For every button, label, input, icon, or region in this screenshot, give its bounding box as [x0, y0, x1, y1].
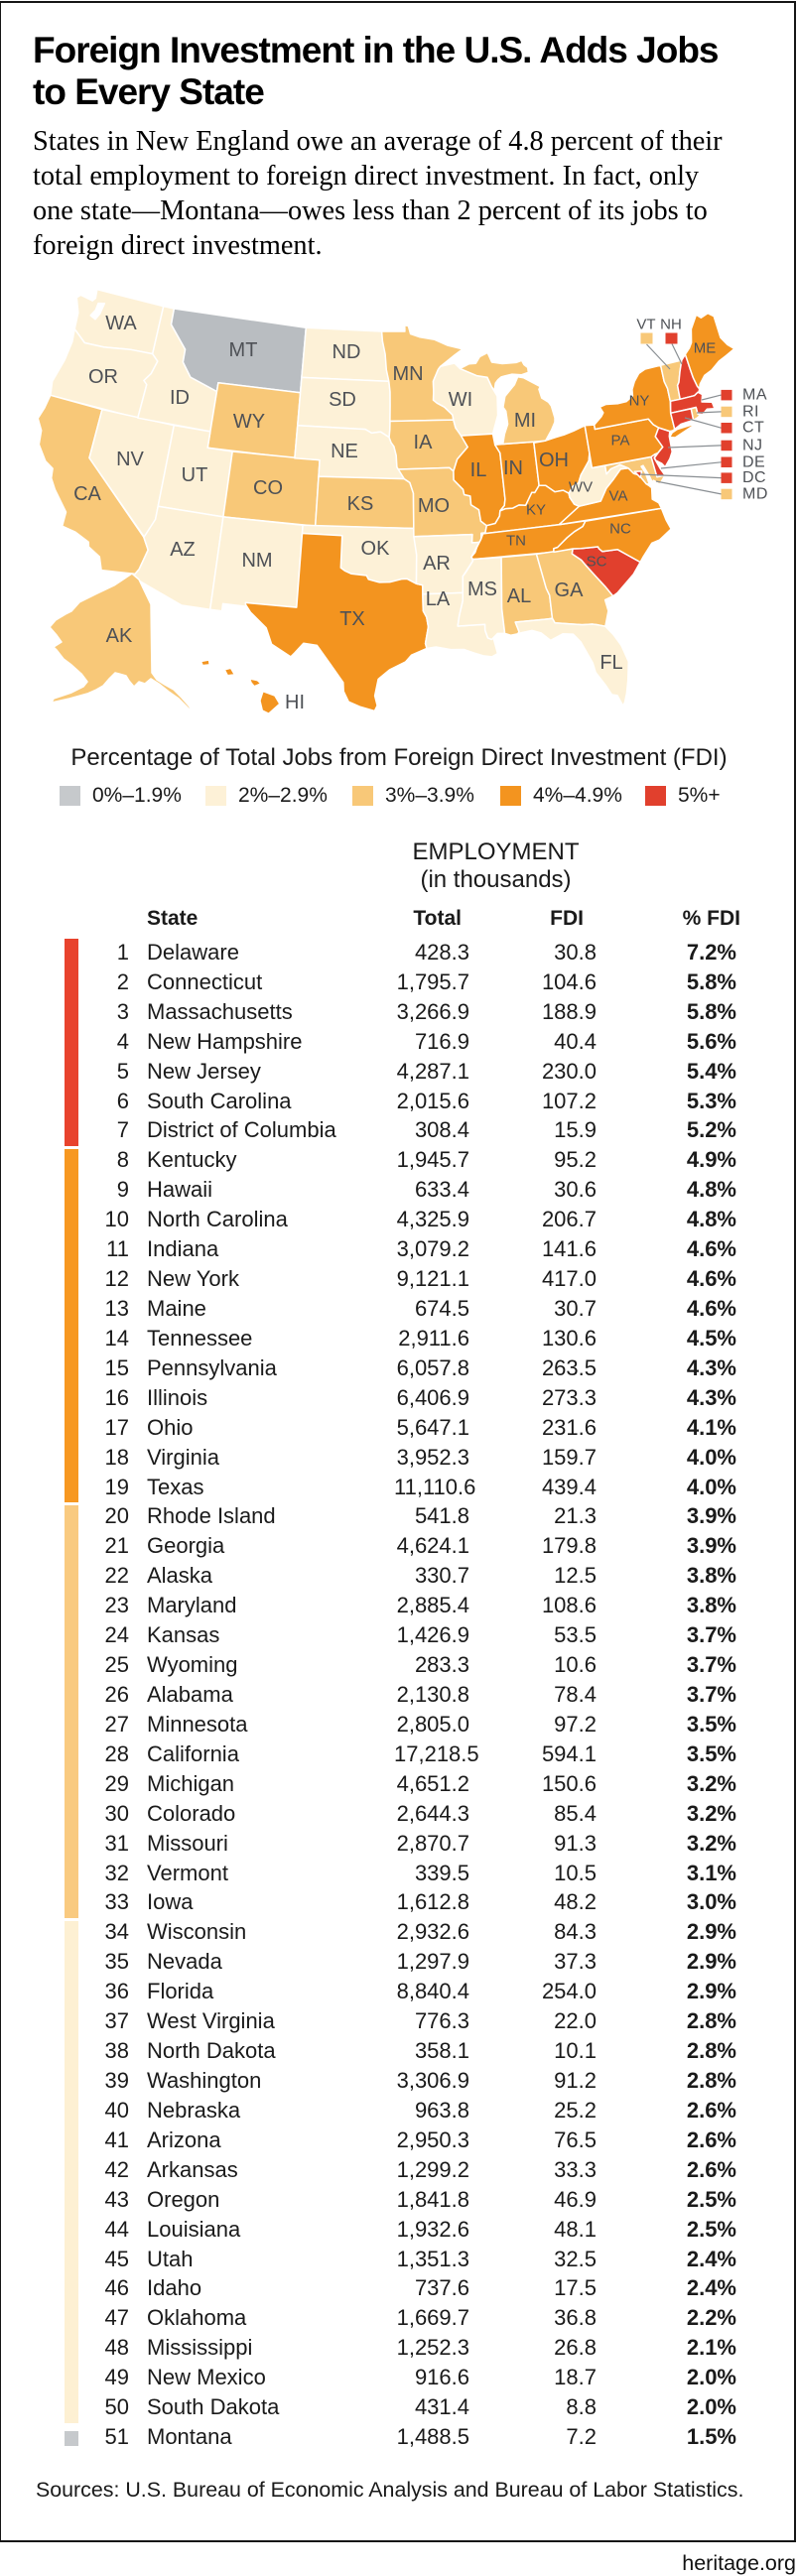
- svg-text:VA: VA: [609, 488, 628, 505]
- svg-text:WY: WY: [233, 411, 265, 433]
- svg-text:IA: IA: [414, 432, 434, 453]
- svg-text:OR: OR: [88, 366, 118, 388]
- svg-text:FL: FL: [599, 652, 622, 674]
- svg-text:ME: ME: [694, 340, 717, 357]
- svg-text:DE: DE: [742, 453, 765, 470]
- svg-text:OK: OK: [361, 538, 391, 560]
- svg-text:SD: SD: [329, 389, 356, 411]
- svg-text:OH: OH: [539, 450, 569, 471]
- svg-text:NE: NE: [331, 441, 358, 462]
- svg-text:WA: WA: [105, 313, 137, 334]
- svg-text:DC: DC: [742, 469, 766, 486]
- svg-text:KY: KY: [526, 502, 546, 519]
- svg-text:MN: MN: [392, 363, 423, 385]
- svg-text:IN: IN: [503, 457, 523, 479]
- svg-text:VT: VT: [636, 317, 655, 333]
- svg-text:AK: AK: [106, 625, 133, 647]
- svg-text:HI: HI: [285, 692, 305, 713]
- svg-text:GA: GA: [555, 580, 585, 601]
- svg-text:NY: NY: [629, 393, 650, 410]
- svg-text:CO: CO: [253, 477, 283, 499]
- svg-text:MO: MO: [418, 495, 450, 517]
- svg-text:KS: KS: [347, 493, 374, 515]
- svg-text:NH: NH: [660, 317, 682, 333]
- svg-text:CA: CA: [73, 483, 101, 505]
- svg-text:RI: RI: [742, 403, 759, 420]
- svg-text:MA: MA: [742, 387, 767, 404]
- svg-text:PA: PA: [611, 433, 630, 450]
- svg-text:ID: ID: [170, 387, 190, 409]
- svg-text:MD: MD: [742, 485, 768, 502]
- svg-text:IL: IL: [470, 459, 487, 481]
- svg-text:AL: AL: [507, 585, 531, 607]
- svg-text:TX: TX: [339, 608, 365, 630]
- svg-text:WI: WI: [449, 389, 472, 411]
- svg-text:MI: MI: [514, 410, 536, 432]
- svg-text:NJ: NJ: [742, 437, 763, 453]
- svg-text:NM: NM: [241, 550, 272, 572]
- svg-text:MS: MS: [467, 579, 497, 600]
- svg-text:UT: UT: [182, 464, 208, 486]
- svg-text:CT: CT: [742, 420, 764, 437]
- svg-text:NC: NC: [609, 521, 631, 538]
- svg-text:LA: LA: [426, 588, 451, 610]
- svg-text:TN: TN: [506, 533, 526, 550]
- svg-text:MT: MT: [229, 339, 258, 361]
- svg-text:AR: AR: [423, 553, 451, 575]
- svg-text:WV: WV: [569, 479, 593, 496]
- svg-text:NV: NV: [116, 449, 144, 470]
- svg-text:AZ: AZ: [170, 539, 196, 561]
- svg-text:ND: ND: [332, 341, 361, 363]
- svg-text:SC: SC: [587, 554, 607, 571]
